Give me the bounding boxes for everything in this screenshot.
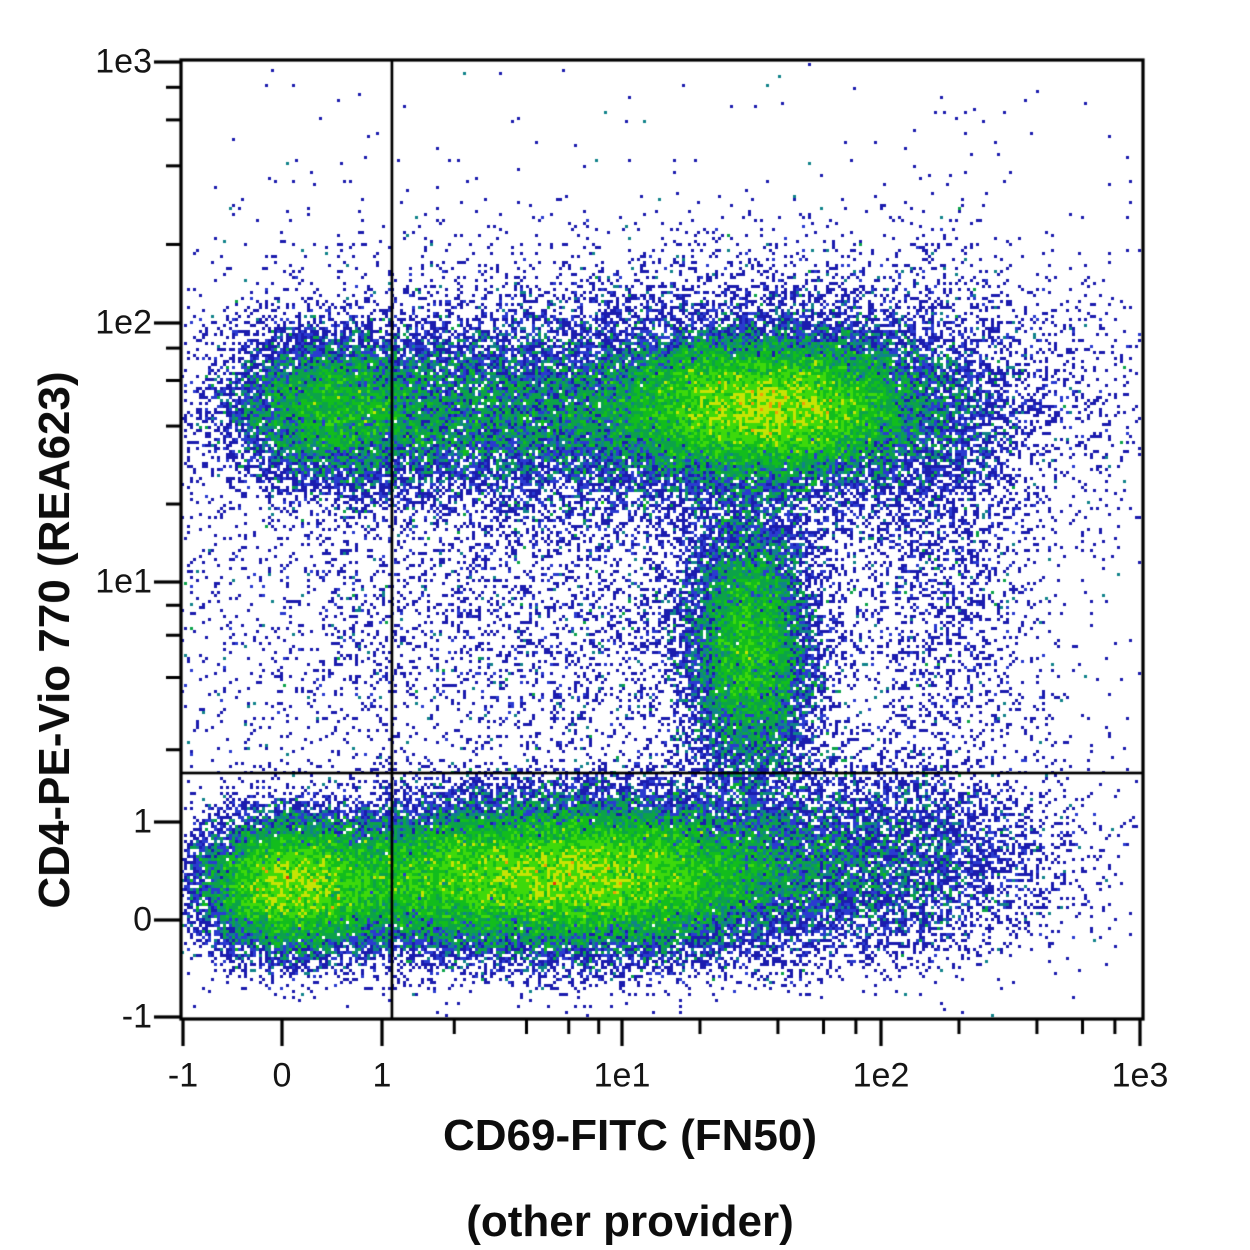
y-tick-label: -1 (121, 997, 152, 1036)
y-tick-label: 1e1 (95, 562, 152, 601)
y-tick-label: 1e2 (95, 303, 152, 342)
x-tick-label: 1 (372, 1056, 392, 1095)
x-tick-label: -1 (167, 1056, 199, 1095)
x-axis-subtitle: (other provider) (466, 1197, 794, 1246)
y-tick-label: 1e3 (95, 42, 152, 81)
x-axis-title: CD69-FITC (FN50) (442, 1111, 818, 1160)
y-tick-label: 0 (133, 900, 152, 939)
x-tick-label: 1e1 (593, 1056, 651, 1095)
x-tick-label: 1e3 (1111, 1056, 1169, 1095)
x-tick-label: 1e2 (852, 1056, 910, 1095)
x-tick-label: 0 (272, 1056, 292, 1095)
y-tick-label: 1 (133, 802, 152, 841)
y-axis-title: CD4-PE-Vio 770 (REA623) (30, 371, 79, 909)
